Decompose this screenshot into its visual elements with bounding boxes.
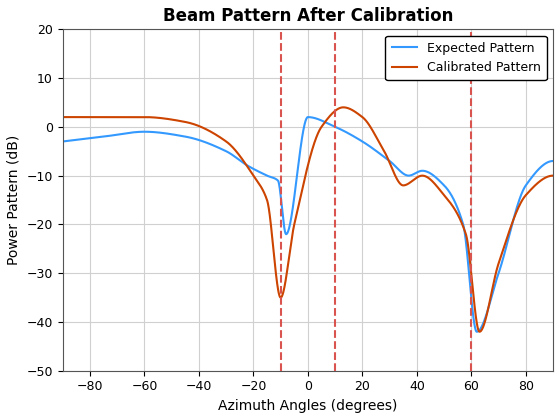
Expected Pattern <box>59 139 66 144</box>
Calibrated Pattern <box>85 115 91 120</box>
Title: Beam Pattern After Calibration: Beam Pattern After Calibration <box>163 7 453 25</box>
Expected Pattern <box>536 166 543 171</box>
Expected Pattern <box>473 329 480 334</box>
Calibrated Pattern <box>59 115 66 120</box>
X-axis label: Azimuth Angles (degrees): Azimuth Angles (degrees) <box>218 399 398 413</box>
Expected Pattern <box>550 158 557 163</box>
Legend: Expected Pattern, Calibrated Pattern: Expected Pattern, Calibrated Pattern <box>385 36 547 80</box>
Y-axis label: Power Pattern (dB): Power Pattern (dB) <box>7 135 21 265</box>
Calibrated Pattern <box>298 192 305 197</box>
Line: Calibrated Pattern: Calibrated Pattern <box>63 108 553 332</box>
Calibrated Pattern <box>446 199 452 204</box>
Expected Pattern <box>85 136 91 141</box>
Expected Pattern <box>298 141 305 146</box>
Calibrated Pattern <box>476 329 483 334</box>
Calibrated Pattern <box>536 179 543 184</box>
Line: Expected Pattern: Expected Pattern <box>63 117 553 332</box>
Calibrated Pattern <box>285 261 292 266</box>
Calibrated Pattern <box>550 173 557 178</box>
Expected Pattern <box>305 115 311 120</box>
Calibrated Pattern <box>536 179 543 184</box>
Calibrated Pattern <box>340 105 347 110</box>
Expected Pattern <box>536 166 543 171</box>
Expected Pattern <box>285 229 292 234</box>
Expected Pattern <box>446 189 452 194</box>
